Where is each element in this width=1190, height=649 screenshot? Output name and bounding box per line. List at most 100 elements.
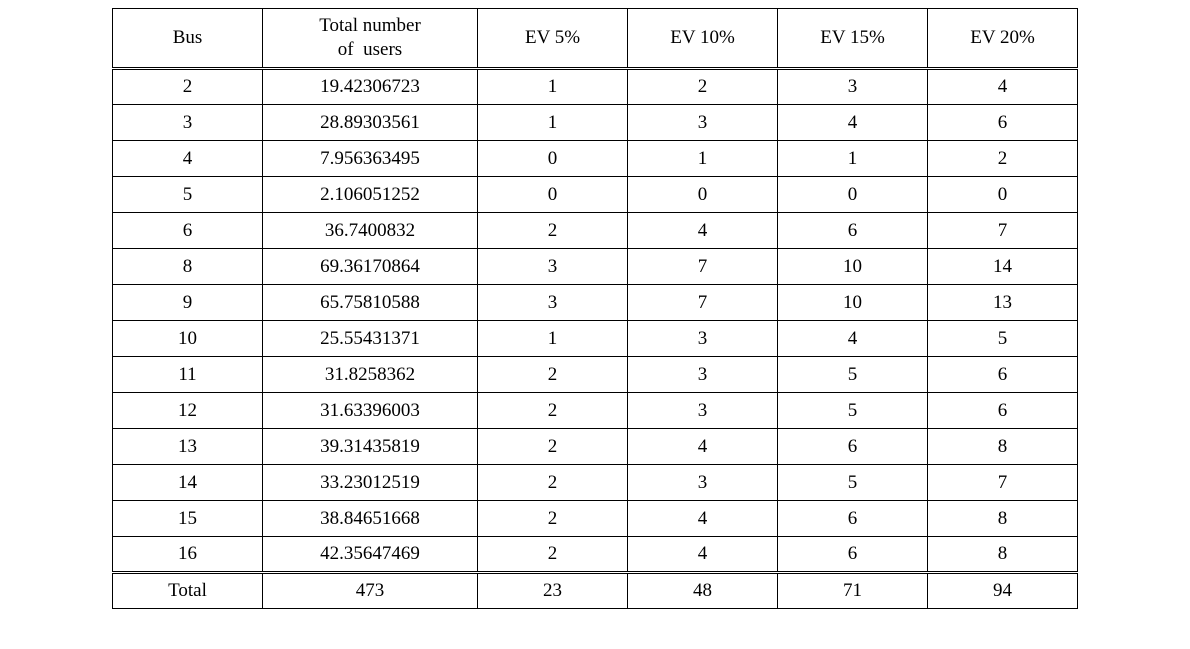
cell-total-users: 473 [263,573,478,609]
cell-ev20: 2 [928,141,1078,177]
cell-ev20: 0 [928,177,1078,213]
cell-bus: 4 [113,141,263,177]
cell-ev15: 4 [778,321,928,357]
cell-ev20: 4 [928,69,1078,105]
table-body: 2 19.42306723 1 2 3 4 3 28.89303561 1 3 … [113,69,1078,609]
cell-ev10: 3 [628,357,778,393]
cell-total: 25.55431371 [263,321,478,357]
cell-total: 65.75810588 [263,285,478,321]
cell-ev10: 3 [628,393,778,429]
cell-ev20: 13 [928,285,1078,321]
cell-ev5: 2 [478,357,628,393]
table-total-row: Total 473 23 48 71 94 [113,573,1078,609]
cell-total: 69.36170864 [263,249,478,285]
cell-ev15: 5 [778,465,928,501]
cell-bus: 11 [113,357,263,393]
col-header-total-users: Total numberof users [263,9,478,69]
cell-bus: 16 [113,537,263,573]
cell-ev15: 10 [778,249,928,285]
col-header-bus: Bus [113,9,263,69]
cell-ev15: 6 [778,501,928,537]
page: Bus Total numberof users EV 5% EV 10% EV… [112,0,1078,609]
cell-total: 38.84651668 [263,501,478,537]
cell-ev15: 10 [778,285,928,321]
cell-ev10: 4 [628,213,778,249]
cell-ev5: 0 [478,177,628,213]
cell-ev15: 3 [778,69,928,105]
table-row: 13 39.31435819 2 4 6 8 [113,429,1078,465]
cell-ev20: 14 [928,249,1078,285]
cell-ev10: 0 [628,177,778,213]
cell-ev10: 3 [628,321,778,357]
cell-ev5: 2 [478,213,628,249]
cell-total: 19.42306723 [263,69,478,105]
cell-total: 36.7400832 [263,213,478,249]
cell-total-ev10: 48 [628,573,778,609]
cell-ev20: 6 [928,357,1078,393]
cell-ev15: 6 [778,429,928,465]
cell-ev20: 8 [928,429,1078,465]
table-row: 10 25.55431371 1 3 4 5 [113,321,1078,357]
cell-ev20: 6 [928,393,1078,429]
cell-bus: 12 [113,393,263,429]
cell-ev20: 8 [928,537,1078,573]
table-row: 8 69.36170864 3 7 10 14 [113,249,1078,285]
cell-total: 42.35647469 [263,537,478,573]
cell-ev15: 6 [778,537,928,573]
cell-ev20: 7 [928,213,1078,249]
cell-ev10: 3 [628,465,778,501]
cell-ev5: 0 [478,141,628,177]
cell-ev5: 2 [478,501,628,537]
cell-total: 28.89303561 [263,105,478,141]
table-row: 12 31.63396003 2 3 5 6 [113,393,1078,429]
cell-total: 7.956363495 [263,141,478,177]
cell-bus: 5 [113,177,263,213]
cell-ev5: 3 [478,285,628,321]
cell-ev5: 2 [478,393,628,429]
col-header-ev10: EV 10% [628,9,778,69]
cell-ev10: 4 [628,429,778,465]
cell-bus: 9 [113,285,263,321]
col-header-ev20: EV 20% [928,9,1078,69]
cell-ev20: 5 [928,321,1078,357]
table-row: 16 42.35647469 2 4 6 8 [113,537,1078,573]
cell-ev20: 6 [928,105,1078,141]
cell-ev15: 5 [778,393,928,429]
cell-ev10: 4 [628,501,778,537]
table-row: 4 7.956363495 0 1 1 2 [113,141,1078,177]
cell-ev15: 4 [778,105,928,141]
table-row: 6 36.7400832 2 4 6 7 [113,213,1078,249]
cell-ev10: 7 [628,285,778,321]
cell-bus: 2 [113,69,263,105]
cell-bus: 6 [113,213,263,249]
cell-bus: 14 [113,465,263,501]
cell-ev5: 3 [478,249,628,285]
table-row: 14 33.23012519 2 3 5 7 [113,465,1078,501]
table-header: Bus Total numberof users EV 5% EV 10% EV… [113,9,1078,69]
cell-ev15: 0 [778,177,928,213]
cell-total-label: Total [113,573,263,609]
cell-bus: 3 [113,105,263,141]
cell-total-ev5: 23 [478,573,628,609]
cell-total: 39.31435819 [263,429,478,465]
cell-ev10: 7 [628,249,778,285]
table-row: 2 19.42306723 1 2 3 4 [113,69,1078,105]
table-row: 11 31.8258362 2 3 5 6 [113,357,1078,393]
cell-ev20: 7 [928,465,1078,501]
cell-ev10: 2 [628,69,778,105]
cell-ev5: 2 [478,465,628,501]
cell-ev5: 1 [478,105,628,141]
cell-total: 2.106051252 [263,177,478,213]
cell-total-ev20: 94 [928,573,1078,609]
cell-ev10: 1 [628,141,778,177]
cell-total: 33.23012519 [263,465,478,501]
cell-ev5: 1 [478,69,628,105]
cell-ev10: 3 [628,105,778,141]
cell-bus: 8 [113,249,263,285]
cell-ev20: 8 [928,501,1078,537]
col-header-ev15: EV 15% [778,9,928,69]
cell-ev5: 1 [478,321,628,357]
cell-total: 31.63396003 [263,393,478,429]
cell-total-ev15: 71 [778,573,928,609]
table-header-row: Bus Total numberof users EV 5% EV 10% EV… [113,9,1078,69]
